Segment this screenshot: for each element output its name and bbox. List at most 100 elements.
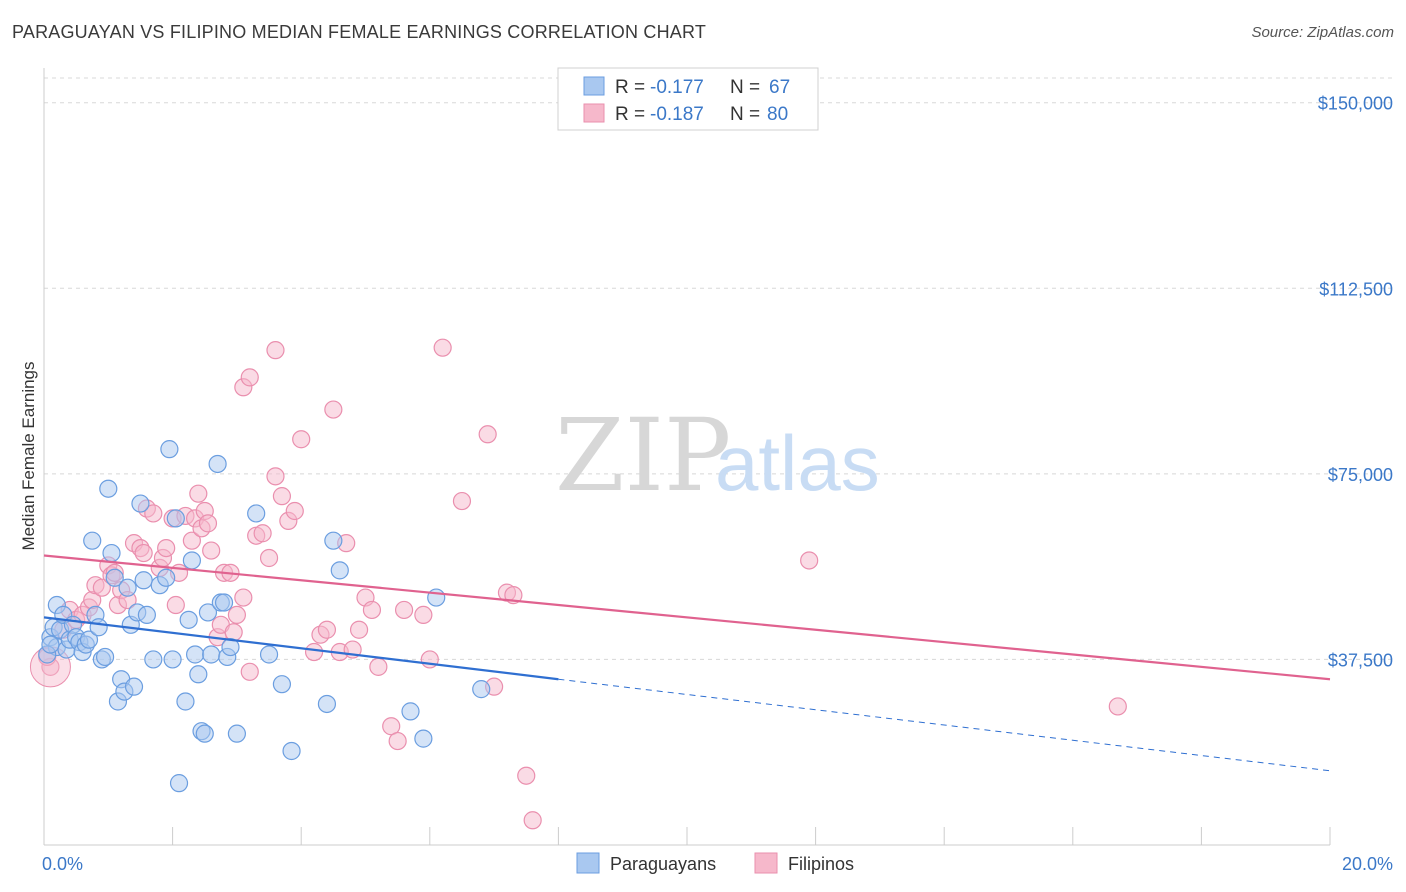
filipinos-point-50 [304,642,324,662]
y-tick-label-2: $112,500 [1319,279,1393,299]
filipinos-point-17 [134,543,153,563]
y-tick-label-3: $150,000 [1318,94,1393,114]
filipinos-point-77 [800,551,819,570]
legend-swatch-filipinos [583,103,605,123]
paraguayans-point-59 [324,531,343,550]
legend-r-label-2: R = [615,104,645,125]
paraguayans-point-45 [195,724,214,743]
bottom-legend-paraguayans: Paraguayans [610,854,716,874]
filipinos-point-62 [388,731,407,751]
paraguayans-point-18 [95,647,115,667]
paraguayans-point-48 [208,454,227,474]
paraguayans-point-53 [227,724,246,743]
x-tick-label-0: 0.0% [42,854,83,874]
filipinos-point-45 [266,467,285,486]
legend-n-value-2: 80 [767,104,788,125]
x-tick-label-1: 20.0% [1342,854,1393,874]
legend-n-value-1: 67 [769,77,790,98]
paraguayans-point-41 [182,551,201,570]
paraguayans-point-19 [99,479,118,498]
paraguayans-point-21 [105,568,124,587]
filipinos-point-32 [198,514,218,533]
paraguayans-point-47 [202,645,221,664]
filipinos-point-75 [240,368,259,387]
y-tick-labels: $37,500 $75,000 $112,500 $150,000 [1318,94,1393,671]
x-tick-labels: 0.0% 20.0% [42,854,1393,874]
filipinos-point-60 [369,657,388,676]
filipinos-point-29 [189,484,208,503]
legend-r-value-1: -0.177 [650,77,704,98]
paraguayans-point-57 [282,741,301,761]
paraguayans-points [38,440,491,793]
filipinos-point-59 [362,600,382,620]
filipinos-point-19 [144,504,163,523]
paraguayans-point-40 [179,610,198,629]
paraguayans-point-43 [189,665,208,684]
paraguayans-point-16 [89,618,108,637]
filipinos-point-64 [414,605,433,625]
bottom-swatch-filipinos [754,852,778,874]
y-axis-title: Median Female Earnings [19,362,38,551]
paraguayans-point-38 [169,774,189,793]
filipinos-point-8 [92,578,111,597]
chart-title: PARAGUAYAN VS FILIPINO MEDIAN FEMALE EAR… [12,22,707,42]
paraguayans-point-66 [41,635,60,654]
filipinos-point-57 [349,620,369,639]
source-credit: Source: ZipAtlas.com [1251,24,1394,41]
watermark-zip: ZIP [555,397,731,514]
filipinos-point-40 [234,588,253,607]
paraguayans-point-58 [317,694,337,714]
paraguayans-point-61 [401,702,420,721]
legend-r-label-1: R = [615,77,645,98]
watermark-atlas: atlas [715,419,880,507]
filipinos-point-46 [272,487,292,506]
filipinos-point-41 [240,662,259,681]
filipinos-point-52 [317,620,337,639]
axes [43,68,1331,846]
paraguayans-point-25 [118,578,137,597]
filipinos-point-53 [324,400,343,419]
y-tick-label-1: $75,000 [1328,465,1393,485]
paraguayans-point-60 [330,561,349,580]
paraguayans-point-29 [131,494,150,513]
filipinos-point-72 [517,766,536,785]
filipinos-point-67 [452,491,472,511]
filipinos-point-66 [433,338,452,357]
filipinos-point-63 [394,600,414,620]
paraguayans-point-31 [137,605,156,625]
stats-legend: R = -0.177 N = 67 R = -0.187 N = 80 [557,67,819,131]
filipinos-point-76 [266,341,285,360]
filipinos-point-24 [166,595,185,615]
legend-r-value-2: -0.187 [650,104,704,125]
filipinos-point-68 [478,425,497,444]
paraguayans-point-20 [102,543,121,563]
filipinos-point-39 [227,605,246,625]
legend-n-label-2: N = [730,104,760,125]
y-tick-label-0: $37,500 [1328,650,1393,670]
paraguayans-point-27 [124,677,144,696]
filipinos-point-49 [292,430,311,449]
legend-n-label-1: N = [730,77,760,98]
legend-swatch-paraguayans [583,76,605,96]
paraguayans-point-50 [214,593,234,612]
filipinos-point-48 [285,501,304,521]
paraguayans-point-34 [157,568,176,587]
filipinos-point-78 [1108,697,1127,716]
paraguayans-point-52 [221,637,240,657]
paraguayans-trend-line [43,616,559,681]
paraguayans-point-35 [160,440,179,459]
series-legend: Paraguayans Filipinos [576,852,854,874]
paraguayans-point-46 [198,603,218,622]
filipinos-point-43 [253,524,272,543]
paraguayans-point-36 [163,650,182,669]
paraguayans-point-39 [176,692,195,711]
filipinos-point-22 [157,538,176,558]
filipinos-point-38 [224,623,243,642]
paraguayans-point-13 [79,630,99,649]
filipinos-point-27 [182,531,201,550]
filipinos-point-33 [202,541,221,560]
paraguayans-trend-extension [558,678,1331,772]
paraguayans-point-64 [472,680,491,699]
filipinos-point-44 [259,548,279,568]
